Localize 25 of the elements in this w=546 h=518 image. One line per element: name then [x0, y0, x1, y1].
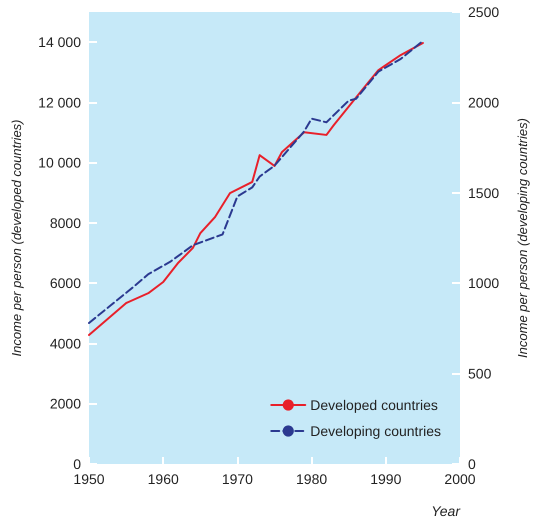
x-tick-label: 1950	[73, 471, 105, 487]
y-tick-label: 14 000	[38, 34, 82, 50]
y2-tick-label: 1500	[468, 184, 500, 201]
x-tick-label: 1970	[222, 471, 254, 487]
x-tick-label: 1990	[370, 471, 402, 487]
legend-label: Developed countries	[310, 397, 438, 413]
y-axis-title: Income per person (developed countries)	[9, 119, 24, 357]
legend-label: Developing countries	[310, 423, 442, 439]
y2-axis-title: Income per person (developing countries)	[515, 118, 530, 358]
y2-tick-label: 0	[468, 456, 476, 472]
x-tick-label: 2000	[444, 471, 476, 487]
x-tick-label: 1980	[296, 471, 328, 487]
y-tick-label: 8000	[50, 214, 82, 231]
y-tick-label: 10 000	[38, 154, 82, 171]
y2-tick-label: 2000	[468, 94, 500, 110]
y-tick-label: 2000	[50, 396, 82, 412]
y2-tick-label: 500	[468, 366, 492, 382]
y-tick-label: 12 000	[38, 94, 82, 110]
y-tick-label: 0	[73, 456, 82, 472]
y2-tick-label: 1000	[468, 275, 500, 292]
x-axis-title: Year	[431, 503, 462, 518]
x-tick-label: 1960	[148, 471, 179, 487]
y2-tick-label: 2500	[468, 4, 500, 20]
y-tick-label: 4000	[50, 335, 82, 352]
y-tick-label: 6000	[50, 275, 82, 292]
